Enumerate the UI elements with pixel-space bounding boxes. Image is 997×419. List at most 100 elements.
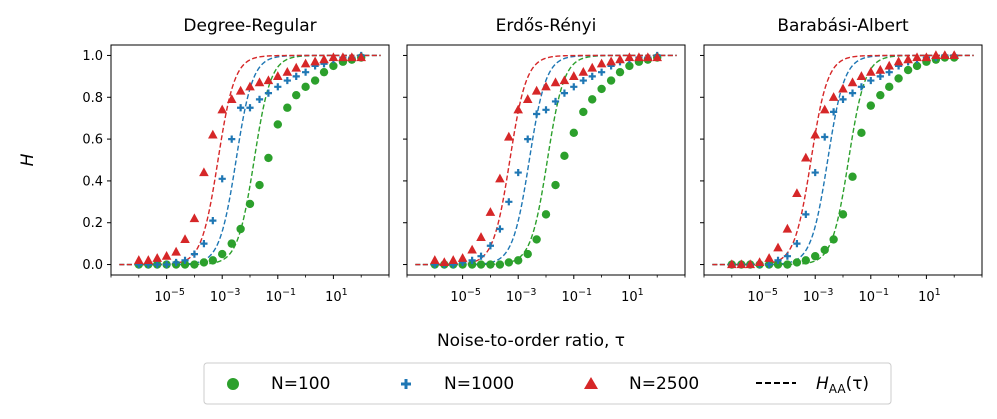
marker-circle	[783, 260, 792, 269]
marker-circle	[625, 61, 634, 71]
marker-triangle	[356, 52, 366, 62]
marker-circle	[495, 260, 505, 269]
marker-circle	[199, 258, 209, 267]
marker-triangle	[652, 52, 662, 62]
marker-plus	[200, 240, 208, 248]
marker-triangle	[736, 259, 747, 269]
marker-triangle	[810, 129, 820, 139]
marker-triangle	[263, 75, 274, 85]
marker-plus	[830, 108, 838, 116]
marker-circle	[283, 103, 292, 112]
marker-triangle	[754, 257, 765, 267]
marker-plus	[163, 260, 171, 269]
marker-triangle	[773, 242, 783, 252]
panel-title: Erdős-Rényi	[496, 16, 597, 36]
marker-circle	[894, 74, 903, 83]
marker-circle	[245, 199, 255, 209]
legend-frame	[203, 362, 892, 405]
marker-triangle	[893, 56, 904, 66]
theory-curves	[415, 54, 677, 266]
marker-triangle	[921, 52, 932, 62]
marker-circle	[820, 245, 829, 255]
marker-triangle	[513, 104, 523, 114]
marker-triangle	[792, 188, 802, 198]
marker-circle	[523, 249, 532, 259]
marker-circle	[912, 61, 922, 71]
marker-triangle	[875, 64, 886, 74]
theory-curve-N=2500	[712, 54, 974, 266]
y-tick-label: 0.6	[82, 133, 103, 148]
subplot-1: Degree-Regular 0.0 0.2 0.4 0.6 0.8 1.0 10−5 10−3…	[82, 16, 390, 305]
marker-circle	[551, 180, 560, 190]
marker-triangle	[328, 52, 339, 62]
marker-triangle	[727, 259, 737, 269]
legend-circle-icon	[227, 378, 239, 390]
marker-triangle	[504, 131, 514, 141]
marker-plus	[237, 104, 245, 112]
marker-plus	[876, 72, 884, 80]
y-tick-label: 1.0	[82, 49, 103, 64]
marker-triangle	[226, 94, 237, 103]
marker-triangle	[291, 62, 302, 72]
x-tick-label: 10−3	[803, 287, 834, 305]
marker-circle	[236, 224, 245, 234]
marker-plus	[274, 83, 282, 91]
marker-triangle	[606, 56, 616, 66]
marker-plus	[153, 260, 161, 269]
marker-triangle	[819, 104, 830, 114]
marker-plus	[533, 110, 541, 118]
marker-triangle	[634, 52, 644, 62]
x-tick-label: 101	[918, 287, 941, 305]
marker-plus	[857, 83, 866, 91]
marker-triangle	[180, 234, 190, 244]
marker-triangle	[531, 85, 542, 95]
marker-triangle	[310, 56, 320, 66]
marker-circle	[208, 256, 218, 265]
marker-triangle	[931, 50, 941, 60]
marker-circle	[792, 258, 802, 267]
marker-plus	[486, 242, 494, 250]
marker-circle	[319, 67, 329, 77]
marker-plus	[588, 72, 596, 80]
marker-triangle	[596, 58, 607, 68]
marker-plus	[477, 252, 485, 260]
marker-plus	[228, 135, 236, 143]
marker-triangle	[476, 232, 486, 241]
marker-triangle	[782, 223, 793, 233]
marker-circle	[801, 256, 811, 265]
marker-circle	[180, 260, 190, 269]
marker-circle	[541, 210, 551, 219]
marker-triangle	[467, 244, 477, 254]
x-tick-label: 10−5	[747, 287, 778, 305]
marker-triangle	[254, 77, 265, 87]
marker-circle	[532, 235, 541, 244]
marker-circle	[569, 128, 578, 138]
x-tick-label: 10−3	[506, 287, 537, 305]
marker-triangle	[439, 257, 450, 267]
marker-triangle	[208, 129, 218, 139]
x-axis-label: Noise-to-order ratio, τ	[437, 331, 625, 351]
marker-triangle	[217, 104, 227, 114]
series-N=2500	[134, 52, 366, 264]
marker-triangle	[643, 52, 653, 62]
legend-item-2: N=1000	[401, 374, 514, 394]
marker-plus	[190, 250, 198, 258]
marker-plus	[579, 76, 587, 85]
marker-circle	[218, 249, 227, 259]
marker-plus	[292, 72, 300, 80]
marker-triangle	[199, 167, 209, 177]
x-tick-label: 10−3	[210, 287, 241, 305]
axes-frame	[110, 44, 390, 276]
marker-plus	[496, 225, 504, 233]
legend-label: N=1000	[444, 374, 514, 394]
x-tick-label: 10−1	[562, 287, 593, 305]
marker-plus	[793, 240, 801, 248]
marker-plus	[514, 168, 522, 177]
marker-triangle	[171, 246, 181, 256]
marker-triangle	[624, 52, 635, 62]
marker-circle	[606, 76, 616, 85]
legend-label: N=2500	[629, 374, 699, 394]
marker-triangle	[847, 77, 858, 87]
axes-frame	[703, 44, 983, 276]
